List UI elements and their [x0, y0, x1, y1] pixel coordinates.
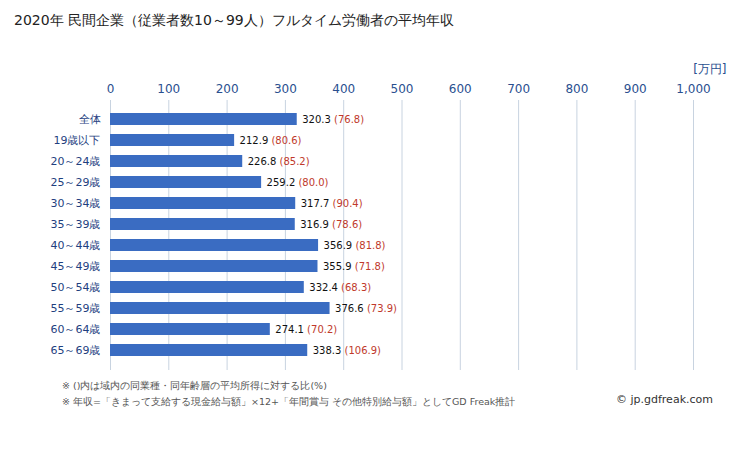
svg-text:332.4 (68.3): 332.4 (68.3): [309, 282, 371, 293]
svg-text:40～44歳: 40～44歳: [51, 239, 101, 252]
svg-text:300: 300: [274, 82, 297, 96]
svg-text:400: 400: [332, 82, 355, 96]
svg-text:700: 700: [507, 82, 530, 96]
svg-text:全体: 全体: [79, 113, 101, 126]
svg-text:65～69歳: 65～69歳: [51, 344, 101, 357]
svg-text:55～59歳: 55～59歳: [51, 302, 101, 315]
html-text:2020年 民間企業（従業者数10～99人）フルタイム労働者: 2020年 民間企業（従業者数10～99人）フルタイム労働者の平均年収: [14, 12, 454, 28]
svg-text:900: 900: [624, 82, 647, 96]
svg-text:355.9 (71.8): 355.9 (71.8): [323, 261, 385, 272]
svg-text:500: 500: [391, 82, 414, 96]
svg-text:60～64歳: 60～64歳: [51, 323, 101, 336]
svg-text:317.7 (90.4): 317.7 (90.4): [301, 198, 363, 209]
svg-text:800: 800: [565, 82, 588, 96]
svg-text:356.9 (81.8): 356.9 (81.8): [324, 240, 386, 251]
svg-text:274.1 (70.2): 274.1 (70.2): [275, 324, 337, 335]
svg-text:19歳以下: 19歳以下: [54, 134, 101, 147]
svg-text:376.6 (73.9): 376.6 (73.9): [335, 303, 397, 314]
svg-text:600: 600: [449, 82, 472, 96]
svg-text:226.8 (85.2): 226.8 (85.2): [248, 156, 310, 167]
svg-text:200: 200: [216, 82, 239, 96]
svg-text:0: 0: [107, 82, 115, 96]
svg-text:50～54歳: 50～54歳: [51, 281, 101, 294]
html-text:© jp.gdfreak.com: © jp.gdfreak.com: [616, 393, 713, 406]
svg-text:1,000: 1,000: [676, 82, 710, 96]
svg-text:[万円]: [万円]: [693, 62, 726, 76]
html-text:※ ()内は域内の同業種・同年齢層の平均所得に対する比(%): ※ ()内は域内の同業種・同年齢層の平均所得に対する比(%): [62, 380, 327, 391]
svg-text:35～39歳: 35～39歳: [51, 218, 101, 231]
svg-text:30～34歳: 30～34歳: [51, 197, 101, 210]
html-text:※ 年収=「きまって支給する現金給与額」×12+「年間賞与: ※ 年収=「きまって支給する現金給与額」×12+「年間賞与 その他特別給与額」と…: [62, 396, 516, 407]
svg-text:320.3 (76.8): 320.3 (76.8): [302, 114, 364, 125]
svg-text:45～49歳: 45～49歳: [51, 260, 101, 273]
svg-text:338.3 (106.9): 338.3 (106.9): [313, 345, 381, 356]
svg-text:20～24歳: 20～24歳: [51, 155, 101, 168]
svg-text:25～29歳: 25～29歳: [51, 176, 101, 189]
svg-text:212.9 (80.6): 212.9 (80.6): [240, 135, 302, 146]
svg-text:316.9 (78.6): 316.9 (78.6): [300, 219, 362, 230]
svg-text:259.2 (80.0): 259.2 (80.0): [267, 177, 329, 188]
svg-text:100: 100: [157, 82, 180, 96]
